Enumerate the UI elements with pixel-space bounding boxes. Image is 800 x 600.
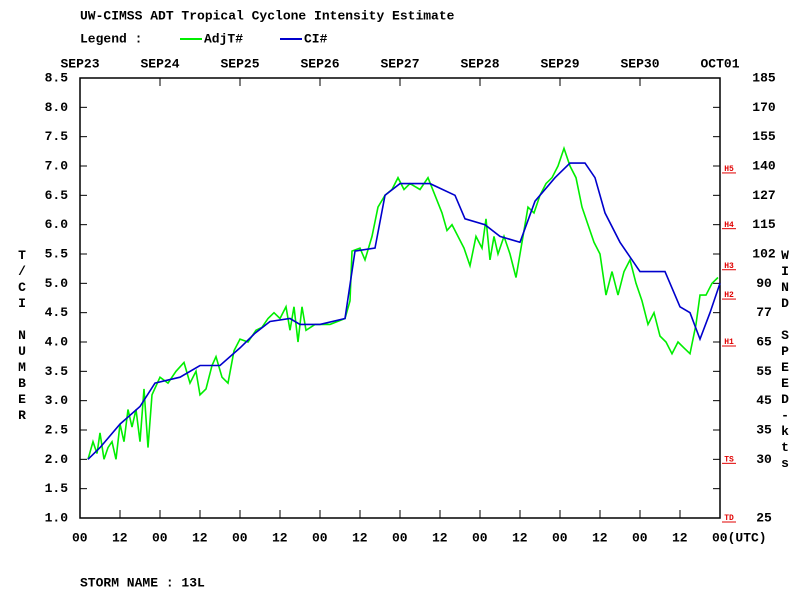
y2-tick-label: 25 [756,510,772,525]
y-tick-label: 5.0 [45,276,69,291]
x-tick-label: 00 [232,530,248,545]
y-tick-label: 1.0 [45,510,69,525]
x-tick-label: 00 [632,530,648,545]
x-tick-label: 12 [272,530,288,545]
y-tick-label: 4.0 [45,334,69,349]
legend-label: Legend : [80,31,142,46]
y2-tick-label: 115 [752,217,776,232]
category-label: H2 [724,291,734,300]
chart-title: UW-CIMSS ADT Tropical Cyclone Intensity … [80,8,455,23]
y-tick-label: 5.5 [45,246,69,261]
plot-frame [79,77,721,519]
x-tick-label: 00 [152,530,168,545]
series-line [87,162,721,460]
x-tick-label: 12 [352,530,368,545]
x-tick-label: 00 [552,530,568,545]
y2-tick-label: 170 [752,100,776,115]
category-label: TD [724,514,734,523]
y-tick-label: 6.5 [45,188,69,203]
footer: STORM NAME : 13L [80,575,205,590]
y2-tick-label: 30 [756,452,772,467]
y2-tick-label: 155 [752,129,776,144]
y2-tick-label: 35 [756,422,772,437]
x-tick-label: 12 [512,530,528,545]
legend-entry: CI# [304,31,328,46]
date-label: SEP26 [300,56,339,71]
x-tick-label: 00 [312,530,328,545]
y-tick-label: 7.0 [45,158,69,173]
category-label: H1 [724,338,734,347]
y-tick-label: 4.5 [45,305,69,320]
y-tick-label: 8.5 [45,70,69,85]
date-label: SEP25 [220,56,259,71]
y2-tick-label: 65 [756,334,772,349]
y-tick-label: 3.5 [45,364,69,379]
y-tick-label: 7.5 [45,129,69,144]
y-tick-label: 6.0 [45,217,69,232]
y2-tick-label: 185 [752,70,776,85]
y2-tick-label: 140 [752,158,776,173]
date-label: SEP24 [140,56,179,71]
y2-tick-label: 45 [756,393,772,408]
category-label: H4 [724,221,734,230]
x-tick-label: 12 [672,530,688,545]
x-tick-label: 12 [592,530,608,545]
y2-axis-label: WIND SPEED-kts [778,248,793,472]
category-label: H3 [724,262,734,271]
y-tick-label: 1.5 [45,481,69,496]
date-label: SEP23 [60,56,99,71]
date-label: SEP27 [380,56,419,71]
y-axis-label: T/CI NUMBER [15,248,30,424]
x-tick-label: 12 [432,530,448,545]
date-label: SEP29 [540,56,579,71]
y-tick-label: 8.0 [45,100,69,115]
category-label: H5 [724,165,734,174]
y-tick-label: 3.0 [45,393,69,408]
category-label: TS [724,455,734,464]
date-label: OCT01 [700,56,739,71]
x-tick-label: 00(UTC) [712,530,767,545]
x-tick-label: 12 [112,530,128,545]
date-label: SEP28 [460,56,499,71]
y-tick-label: 2.0 [45,452,69,467]
y-tick-label: 2.5 [45,422,69,437]
x-tick-label: 12 [192,530,208,545]
y2-tick-label: 77 [756,305,772,320]
y2-tick-label: 102 [752,246,776,261]
y2-tick-label: 90 [756,276,772,291]
x-tick-label: 00 [72,530,88,545]
x-tick-label: 00 [472,530,488,545]
y2-tick-label: 55 [756,364,772,379]
date-label: SEP30 [620,56,659,71]
y2-tick-label: 127 [752,188,775,203]
x-tick-label: 00 [392,530,408,545]
series-line [87,145,719,460]
legend-entry: AdjT# [204,31,243,46]
